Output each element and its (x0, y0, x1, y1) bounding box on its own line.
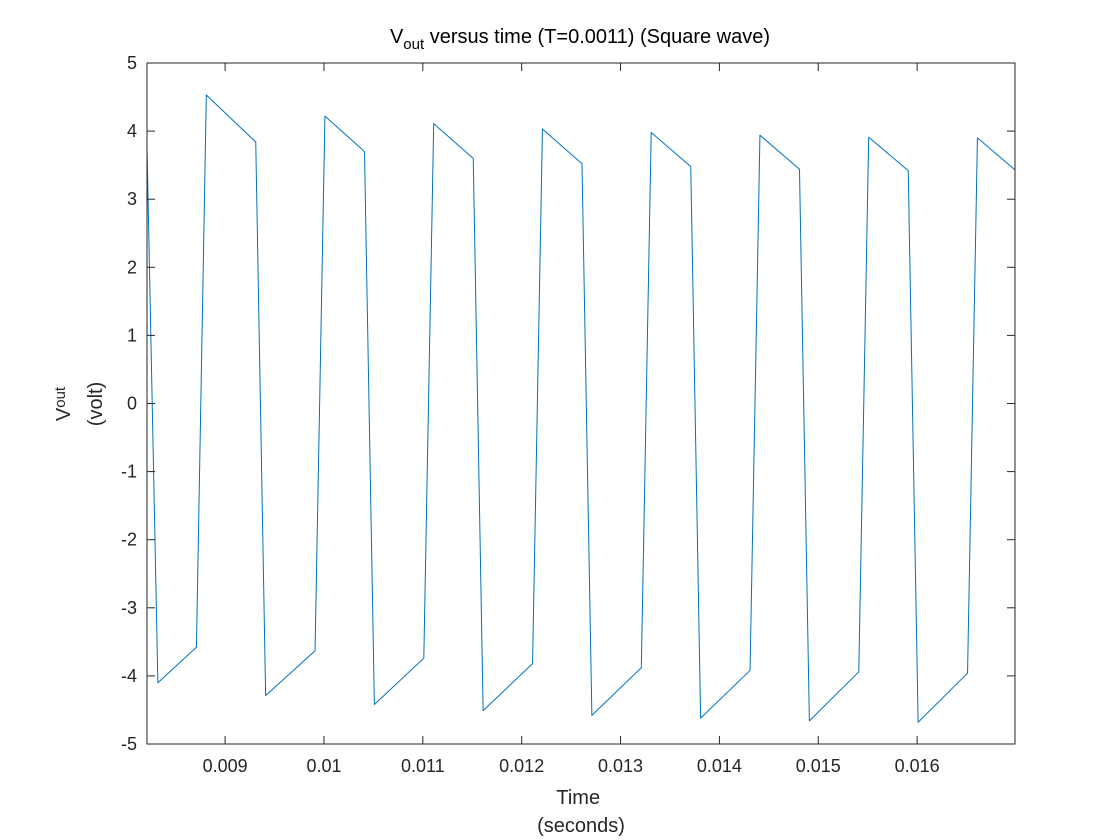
x-tick-label: 0.011 (401, 756, 445, 776)
x-tick-label: 0.012 (499, 756, 544, 776)
y-tick-label: 3 (127, 189, 137, 209)
chart-title: Vout versus time (T=0.0011) (Square wave… (390, 26, 770, 53)
y-tick-label: -1 (121, 462, 137, 482)
x-tick-label: 0.016 (895, 756, 940, 776)
y-tick-label: 0 (127, 394, 137, 414)
y-tick-label: 5 (127, 53, 137, 73)
x-axis-ticks: 0.009 0.01 0.011 0.012 0.013 0.014 0.015 0.016 (203, 63, 940, 776)
y-axis-ticks: 5 4 3 2 1 0 -1 -2 -3 -4 -5 (121, 53, 1015, 754)
x-tick-label: 0.015 (796, 756, 841, 776)
x-axis-title-line1: Time (556, 787, 600, 809)
x-tick-label: 0.013 (598, 756, 643, 776)
y-tick-label: 2 (127, 257, 137, 277)
series-line (146, 94, 1016, 723)
title-rest: versus time (T=0.0011) (Square wave) (424, 26, 770, 48)
y-tick-label: -4 (121, 666, 137, 686)
y-tick-label: 1 (127, 325, 137, 345)
title-subscript: out (403, 36, 425, 53)
y-axis-title: Vout (volt) (52, 382, 107, 426)
y-axis-title-subscript: out (52, 386, 69, 408)
y-axis-title-v: V (53, 407, 75, 421)
y-tick-label: -5 (121, 734, 137, 754)
y-tick-label: -2 (121, 530, 137, 550)
x-tick-label: 0.01 (306, 756, 341, 776)
x-tick-label: 0.014 (697, 756, 742, 776)
axes-background (147, 63, 1015, 744)
x-tick-label: 0.009 (203, 756, 248, 776)
x-axis-title-line2: (seconds) (537, 815, 625, 837)
plot-area (146, 62, 1016, 745)
y-axis-title-line2: (volt) (85, 382, 107, 426)
y-axis-title-line1: Vout (52, 386, 75, 421)
x-axis-title: Time (seconds) (537, 787, 625, 837)
y-tick-label: 4 (127, 121, 137, 141)
y-tick-label: -3 (121, 598, 137, 618)
title-v: V (390, 26, 404, 48)
